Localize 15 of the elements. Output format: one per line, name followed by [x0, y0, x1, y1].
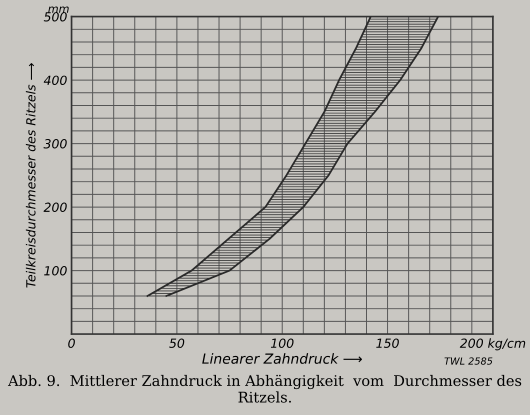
x-axis-title: Linearer Zahndruck ⟶ [202, 353, 362, 364]
y-tick-label: 500 [44, 12, 67, 22]
y-tick-label: 200 [44, 202, 67, 212]
text: TWL 2585 [444, 357, 492, 365]
x-tick-label: 100 [270, 338, 294, 348]
x-tick-label: 200 kg/cm [460, 338, 526, 350]
x-tick-label: 150 [376, 338, 399, 348]
y-axis-title: Teilkreisdurchmesser des Ritzels ⟶ [26, 63, 36, 288]
y-tick-label: 400 [44, 76, 67, 86]
x-tick-label: 50 [169, 338, 184, 348]
y-tick-label: 100 [44, 266, 67, 276]
text: mm [48, 6, 69, 13]
caption: Abb. 9. Mittlerer Zahndruck in Abhängigkeit vom Durchmesser des Ritzels. [8, 374, 522, 403]
y-tick-label: 300 [44, 139, 67, 149]
x-tick-label: 0 [68, 338, 75, 348]
